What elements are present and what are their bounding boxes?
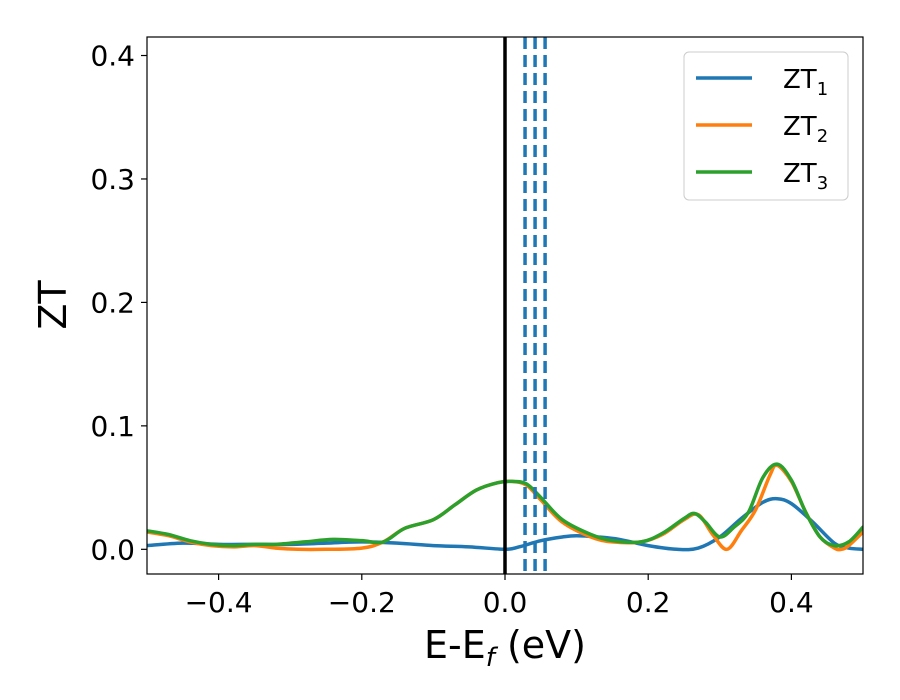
legend-label-zt2: ZT2	[783, 112, 828, 147]
plot-lines	[147, 37, 863, 574]
x-axis-title-unit: (eV)	[495, 623, 586, 667]
x-tick-label: −0.4	[185, 586, 253, 619]
x-tick-label: 0.4	[769, 586, 814, 619]
y-tick-label: 0.2	[90, 286, 135, 319]
y-tick-label: 0.0	[90, 533, 135, 566]
x-tick-label: 0.2	[626, 586, 671, 619]
legend-frame	[683, 51, 849, 201]
x-axis-ticks: −0.4 −0.2 0.0 0.2 0.4	[185, 574, 814, 619]
legend-label-zt3: ZT3	[783, 159, 828, 194]
y-axis-title: ZT	[31, 280, 75, 330]
x-axis-title: E-Ef (eV)	[424, 623, 586, 673]
x-tick-label: 0.0	[483, 586, 528, 619]
plot-frame	[146, 36, 864, 575]
y-axis-ticks: 0.0 0.1 0.2 0.3 0.4	[90, 40, 147, 566]
x-tick-label: −0.2	[328, 586, 396, 619]
y-tick-label: 0.3	[90, 163, 135, 196]
y-tick-label: 0.1	[90, 410, 135, 443]
legend-label-zt1: ZT1	[783, 65, 828, 100]
series-line-zt3	[147, 462, 863, 548]
y-tick-label: 0.4	[90, 40, 135, 73]
legend: ZT1 ZT2 ZT3	[683, 51, 849, 201]
series-line-zt1	[147, 496, 863, 552]
x-axis-title-main: E-E	[424, 623, 486, 667]
